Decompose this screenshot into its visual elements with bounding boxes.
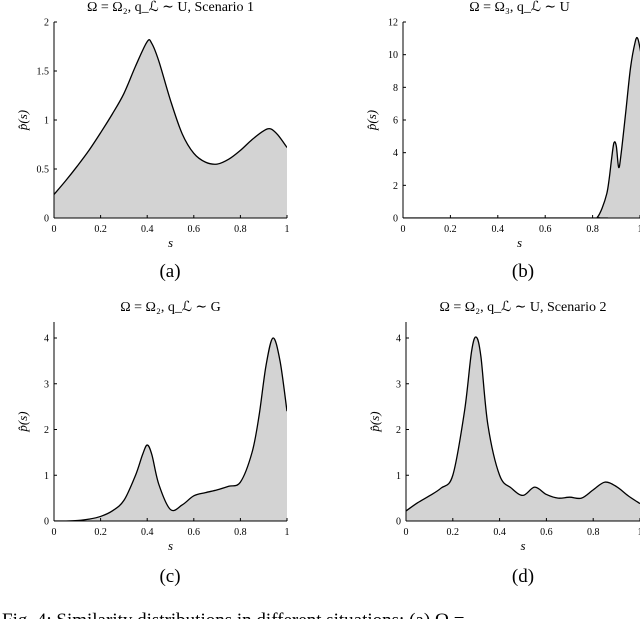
- chart-panel-1: 0 0.2 0.4 0.6 0.8 1 0 0.5 1 1.5 2 Ω = Ω₂, q_ℒ ∼ U, …: [15, 0, 290, 282]
- x-tick-label: 0.4: [141, 527, 154, 538]
- x-axis-label: s: [520, 538, 525, 553]
- y-tick-label: 2: [396, 425, 401, 436]
- y-tick-label: 6: [393, 116, 398, 127]
- x-tick-label: 0.8: [234, 527, 247, 538]
- y-tick-label: 4: [396, 334, 401, 345]
- chart-title: Ω = Ω₂, q_ℒ ∼ U, Scenario 1: [87, 0, 254, 15]
- density-area: [54, 338, 287, 521]
- y-tick-label: 8: [393, 83, 398, 94]
- x-tick-label: 0.6: [188, 224, 201, 235]
- x-axis-label: s: [168, 235, 173, 250]
- x-tick-label: 0.6: [540, 527, 553, 538]
- density-area: [406, 336, 640, 521]
- y-axis-label: p̂(s): [15, 110, 30, 131]
- y-tick-label: 0.5: [37, 165, 50, 176]
- x-tick-label: 0: [404, 527, 409, 538]
- x-tick-label: 0.2: [447, 527, 460, 538]
- x-tick-label: 1: [638, 224, 640, 235]
- x-tick-label: 0.8: [234, 224, 247, 235]
- y-tick-label: 0: [396, 517, 401, 528]
- density-line: [406, 336, 640, 512]
- y-axis-label: p̂(s): [367, 411, 382, 432]
- density-line: [54, 337, 287, 521]
- subfigure-label: (b): [512, 261, 534, 282]
- x-tick-label: 1: [638, 527, 640, 538]
- chart-title: Ω = Ω₂, q_ℒ ∼ U, Scenario 2: [440, 300, 607, 315]
- x-tick-label: 0.6: [539, 224, 552, 235]
- x-tick-label: 0.4: [493, 527, 506, 538]
- chart-title: Ω = Ω₃, q_ℒ ∼ U: [469, 0, 570, 15]
- subfigure-label: (a): [159, 261, 180, 282]
- chart-title: Ω = Ω₂, q_ℒ ∼ G: [120, 300, 221, 315]
- x-tick-label: 0.8: [586, 224, 599, 235]
- y-tick-label: 4: [44, 334, 49, 345]
- y-tick-label: 1.5: [37, 67, 50, 78]
- x-tick-label: 0: [52, 224, 57, 235]
- y-tick-label: 2: [44, 18, 49, 29]
- y-tick-label: 1: [44, 116, 49, 127]
- density-line: [403, 36, 640, 218]
- y-axis-label: p̂(s): [15, 411, 30, 432]
- x-tick-label: 0.6: [188, 527, 201, 538]
- y-tick-label: 1: [44, 471, 49, 482]
- x-tick-label: 0.8: [587, 527, 600, 538]
- y-tick-label: 3: [44, 379, 49, 390]
- density-line: [54, 39, 287, 195]
- subfigure-label: (c): [159, 566, 180, 587]
- chart-panel-4: 0 0.2 0.4 0.6 0.8 1 0 1 2 3 4 Ω = Ω₂, q_ℒ ∼ U, Scen…: [367, 300, 640, 587]
- x-tick-label: 0.4: [141, 224, 154, 235]
- x-axis-label: s: [517, 235, 522, 250]
- y-tick-label: 0: [44, 517, 49, 528]
- y-tick-label: 0: [44, 214, 49, 225]
- y-tick-label: 10: [388, 50, 398, 61]
- density-area: [54, 39, 287, 218]
- x-tick-label: 0.2: [94, 224, 107, 235]
- figure-caption: Fig. 4: Similarity distributions in diff…: [2, 610, 465, 619]
- chart-panel-3: 0 0.2 0.4 0.6 0.8 1 0 1 2 3 4 Ω = Ω₂, q_ℒ ∼ G s p̂(s)…: [15, 300, 290, 587]
- y-tick-label: 2: [44, 425, 49, 436]
- x-tick-label: 0: [52, 527, 57, 538]
- x-axis-label: s: [168, 538, 173, 553]
- x-tick-label: 0.2: [444, 224, 457, 235]
- y-axis-label: p̂(s): [364, 110, 379, 131]
- x-tick-label: 1: [285, 527, 290, 538]
- x-tick-label: 1: [285, 224, 290, 235]
- y-tick-label: 3: [396, 379, 401, 390]
- y-tick-label: 1: [396, 471, 401, 482]
- y-tick-label: 2: [393, 181, 398, 192]
- x-tick-label: 0.2: [94, 527, 107, 538]
- density-area: [403, 37, 640, 218]
- x-tick-label: 0.4: [492, 224, 505, 235]
- subfigure-label: (d): [512, 566, 534, 587]
- y-tick-label: 12: [388, 18, 398, 29]
- x-tick-label: 0: [401, 224, 406, 235]
- y-tick-label: 4: [393, 148, 398, 159]
- y-tick-label: 0: [393, 214, 398, 225]
